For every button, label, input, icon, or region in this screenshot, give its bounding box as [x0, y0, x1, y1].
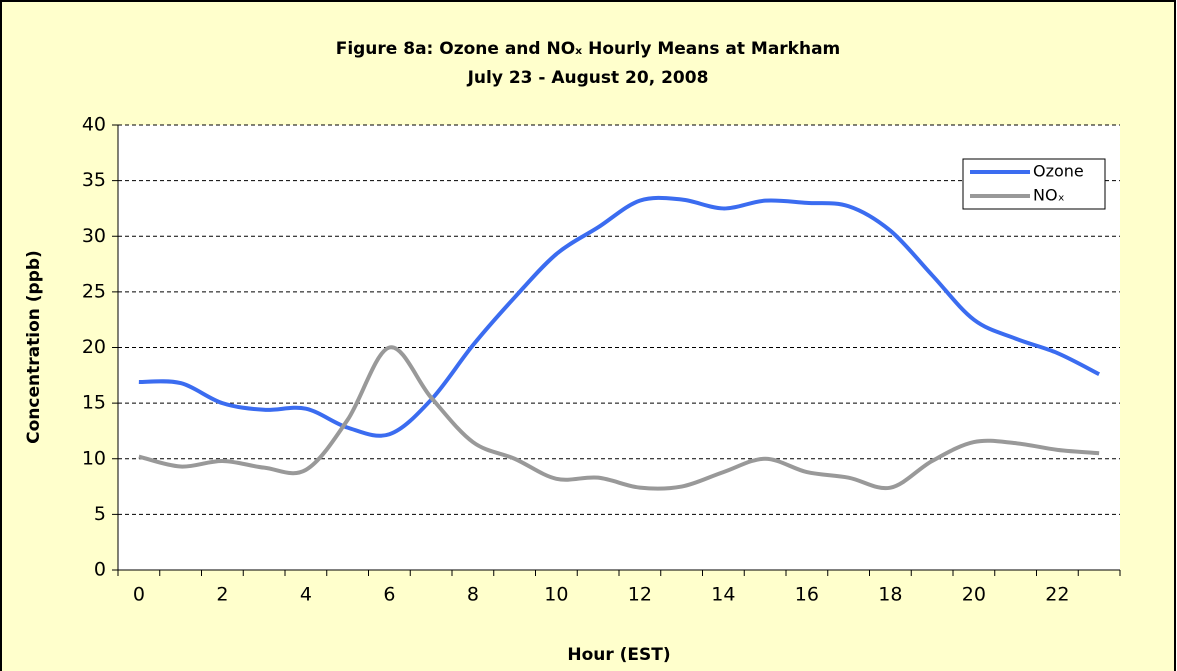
chart-subtitle: July 23 - August 20, 2008 [467, 68, 709, 88]
x-tick-label: 16 [795, 584, 819, 606]
x-tick-label: 0 [133, 584, 145, 606]
x-tick-label: 10 [544, 584, 568, 606]
y-tick-label: 10 [82, 447, 106, 469]
x-tick-label: 12 [628, 584, 652, 606]
chart-title: Figure 8a: Ozone and NOₓ Hourly Means at… [336, 39, 841, 59]
x-tick-label: 22 [1045, 584, 1069, 606]
y-tick-label: 5 [94, 503, 106, 525]
y-tick-label: 40 [82, 114, 106, 136]
y-tick-label: 20 [82, 336, 106, 358]
x-tick-label: 14 [711, 584, 735, 606]
x-tick-label: 20 [962, 584, 986, 606]
y-tick-label: 0 [94, 559, 106, 581]
series-line [138, 195, 1101, 438]
x-axis-title: Hour (EST) [567, 645, 670, 665]
x-tick-label: 2 [216, 584, 228, 606]
y-tick-label: 15 [82, 392, 106, 414]
x-tick-label: 18 [878, 584, 902, 606]
legend-label: Ozone [1033, 162, 1084, 181]
legend-label: NOₓ [1033, 186, 1065, 205]
y-tick-label: 30 [82, 225, 106, 247]
y-tick-label: 25 [82, 280, 106, 302]
y-tick-label: 35 [82, 169, 106, 191]
y-axis-title: Concentration (ppb) [24, 250, 44, 444]
x-tick-label: 8 [467, 584, 479, 606]
x-tick-label: 6 [383, 584, 395, 606]
series-line [138, 345, 1100, 491]
legend-box [962, 158, 1106, 210]
x-tick-label: 4 [300, 584, 312, 606]
